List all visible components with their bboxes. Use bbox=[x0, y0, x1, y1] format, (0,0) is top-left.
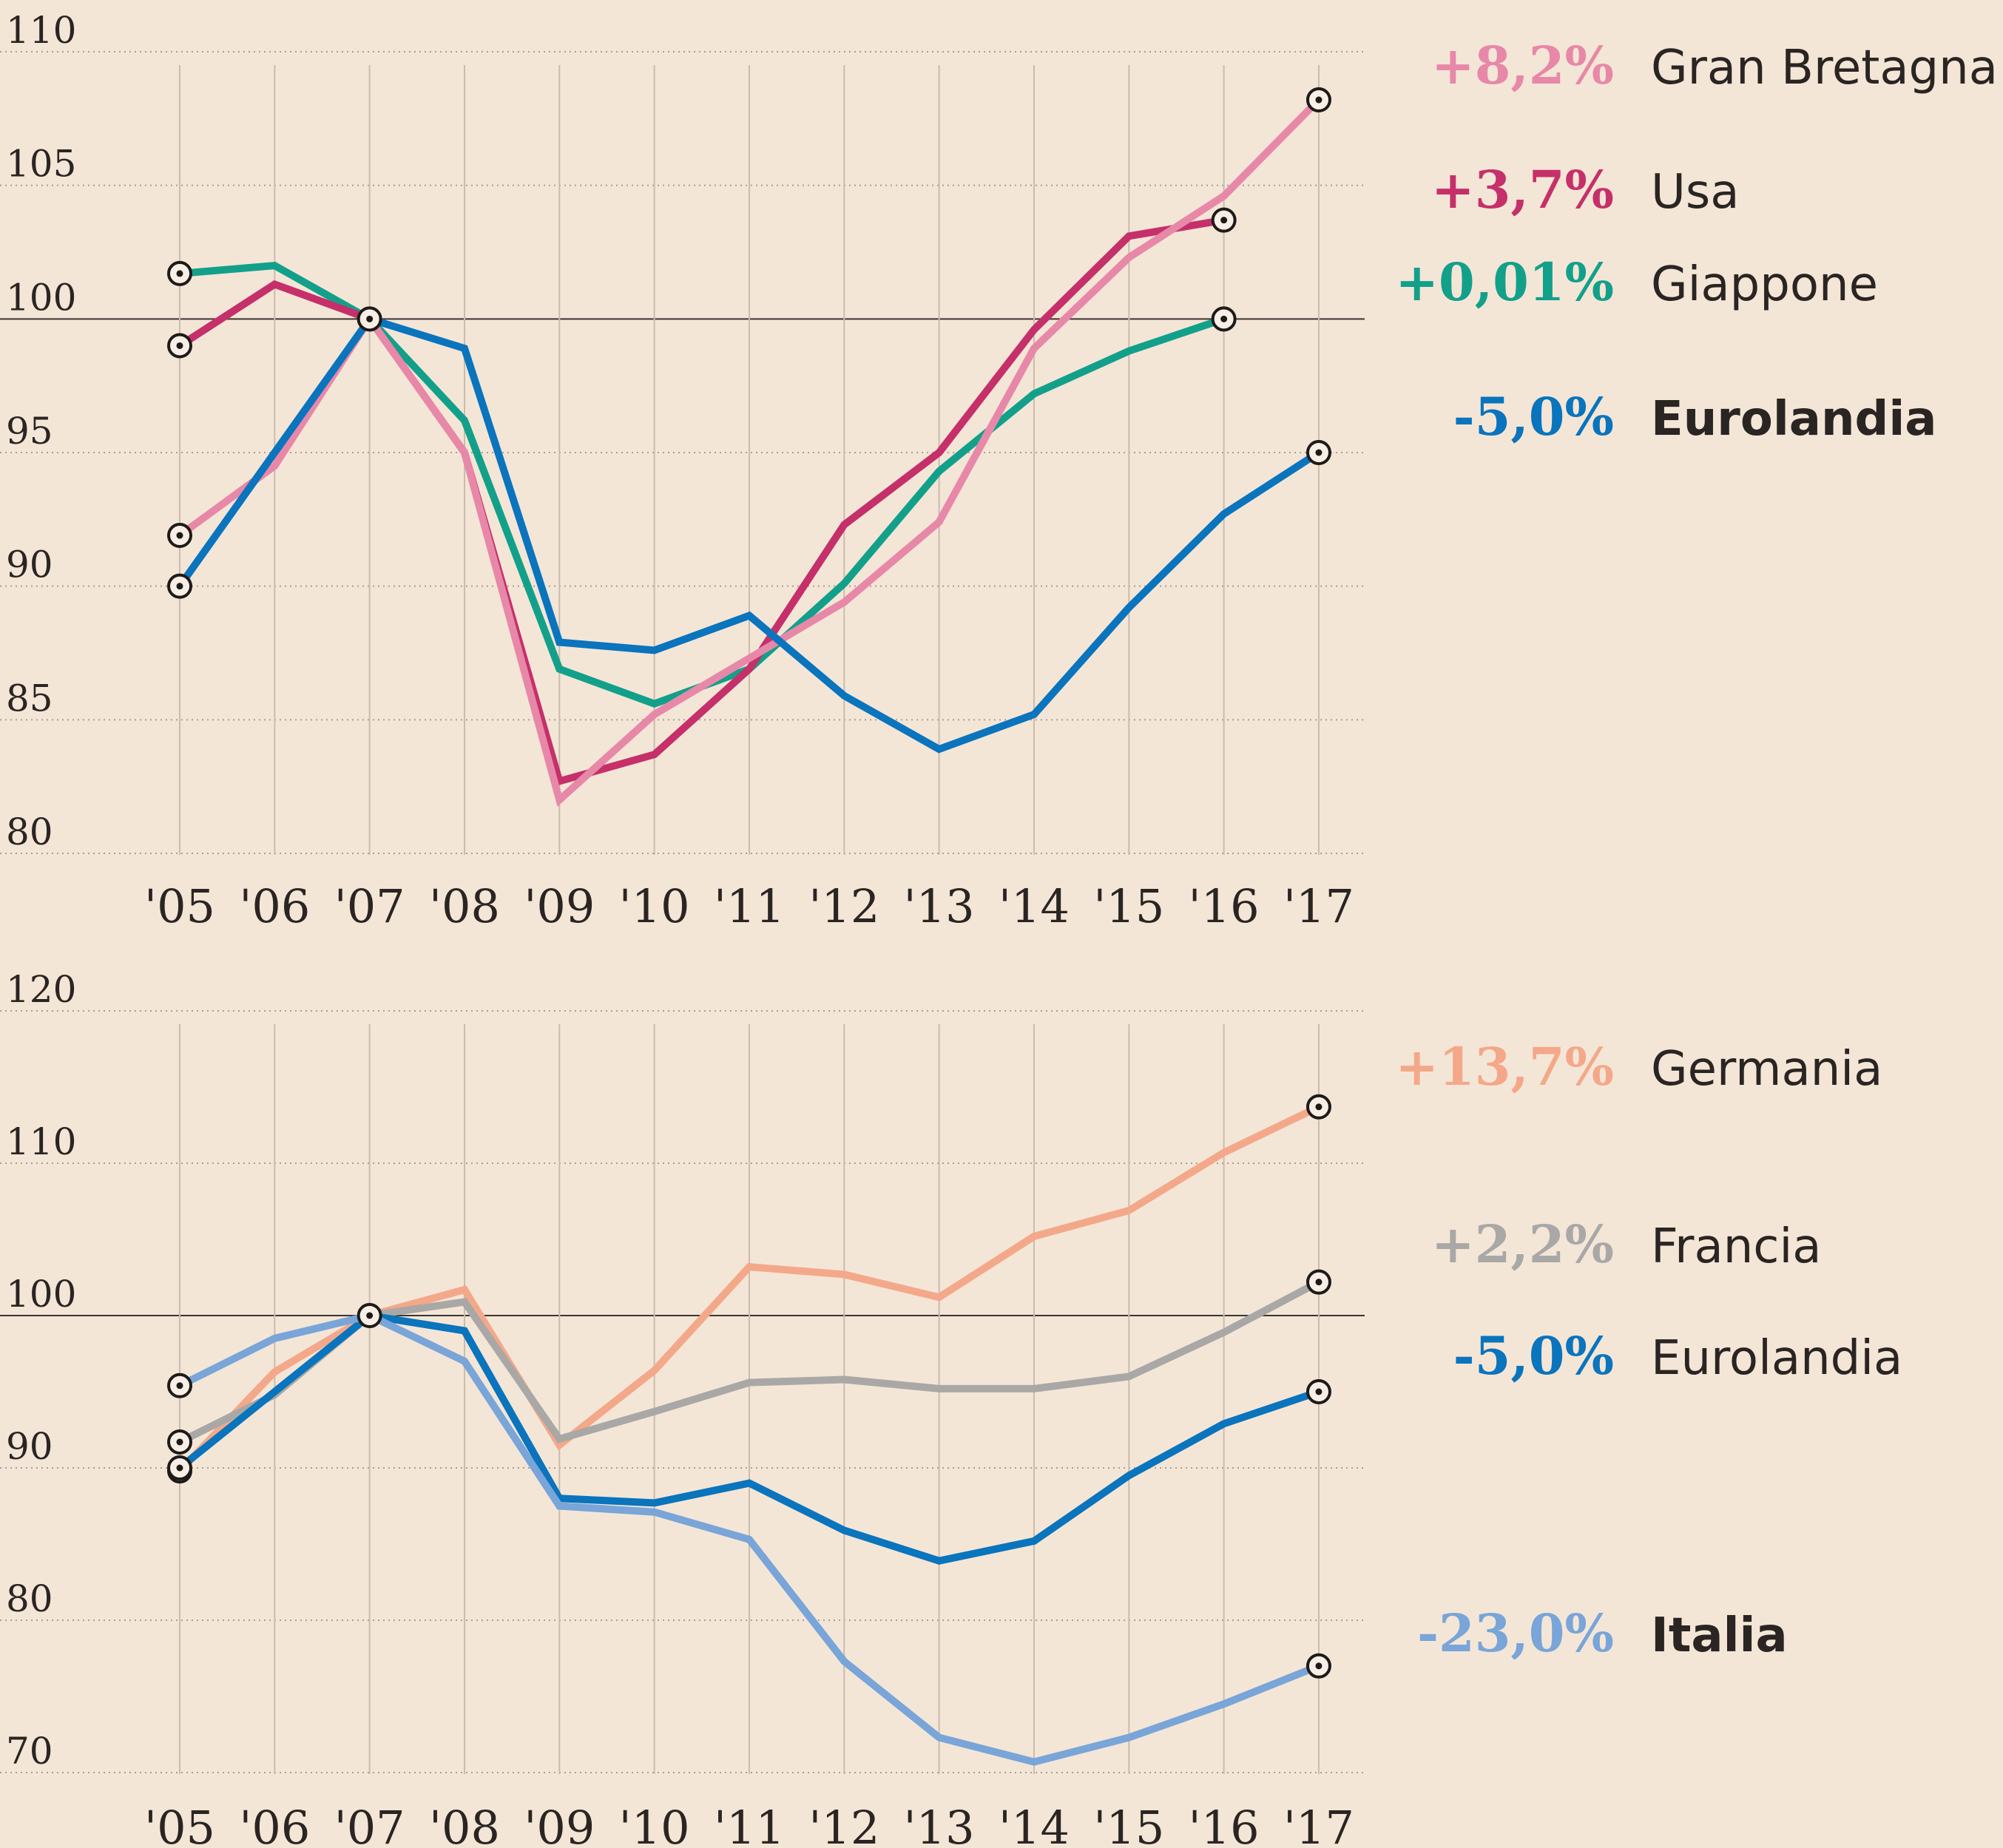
x-tick-label: '07 bbox=[334, 879, 405, 933]
series-name-label: Germania bbox=[1651, 1042, 1882, 1097]
x-tick-label: '13 bbox=[904, 1801, 975, 1848]
endpoint-marker-dot bbox=[176, 270, 183, 277]
x-tick-label: '17 bbox=[1283, 1801, 1354, 1848]
endpoint-marker-dot bbox=[366, 1312, 374, 1319]
series-change-label: -23,0% bbox=[1417, 1602, 1614, 1664]
x-tick-label: '16 bbox=[1189, 879, 1260, 933]
x-tick-label: '06 bbox=[239, 879, 310, 933]
x-tick-label: '08 bbox=[429, 1801, 500, 1848]
x-tick-label: '05 bbox=[144, 1801, 215, 1848]
endpoint-marker-dot bbox=[1315, 1662, 1323, 1670]
endpoint-marker-dot bbox=[1315, 1279, 1323, 1286]
y-tick-label: 120 bbox=[6, 968, 76, 1011]
series-change-label: -5,0% bbox=[1453, 386, 1614, 447]
endpoint-marker-dot bbox=[1315, 449, 1323, 456]
y-tick-label: 90 bbox=[6, 544, 53, 586]
endpoint-marker-dot bbox=[176, 342, 183, 349]
x-tick-label: '11 bbox=[714, 879, 785, 933]
series-line-usa bbox=[178, 216, 1225, 786]
x-tick-label: '06 bbox=[239, 1801, 310, 1848]
series-change-label: +3,7% bbox=[1431, 159, 1614, 220]
endpoint-marker-dot bbox=[1220, 217, 1228, 224]
series-name-label: Eurolandia bbox=[1651, 392, 1936, 447]
series-name-label: Usa bbox=[1651, 165, 1739, 220]
y-tick-label: 110 bbox=[6, 1120, 76, 1163]
endpoint-marker-dot bbox=[176, 1382, 183, 1390]
x-tick-label: '05 bbox=[144, 879, 215, 933]
series-change-label: +13,7% bbox=[1395, 1036, 1614, 1097]
x-tick-label: '09 bbox=[524, 1801, 595, 1848]
series-name-label: Eurolandia bbox=[1651, 1331, 1902, 1386]
chart-bottom: 70 80 90 100 110 120 '05 '06 '07 '08 '09 '10 '11 '12 '… bbox=[0, 968, 1902, 1848]
x-tick-label: '14 bbox=[999, 879, 1070, 933]
x-tick-label: '08 bbox=[429, 879, 500, 933]
series-name-label: Francia bbox=[1651, 1219, 1821, 1274]
endpoint-marker-dot bbox=[176, 1438, 183, 1446]
x-tick-label: '16 bbox=[1189, 1801, 1260, 1848]
x-tick-label: '14 bbox=[999, 1801, 1070, 1848]
x-tick-label: '15 bbox=[1093, 1801, 1164, 1848]
endpoint-marker-dot bbox=[1220, 315, 1228, 322]
series-name-label: Italia bbox=[1651, 1608, 1788, 1663]
x-tick-label: '12 bbox=[808, 1801, 879, 1848]
x-tick-label: '07 bbox=[334, 1801, 405, 1848]
x-tick-label: '09 bbox=[524, 879, 595, 933]
x-tick-label: '11 bbox=[714, 1801, 785, 1848]
x-tick-label: '15 bbox=[1093, 879, 1164, 933]
y-tick-label: 110 bbox=[6, 9, 76, 52]
series-change-label: -5,0% bbox=[1453, 1325, 1614, 1387]
endpoint-marker-dot bbox=[176, 532, 183, 539]
x-tick-label: '13 bbox=[904, 879, 975, 933]
series-name-label: Giappone bbox=[1651, 257, 1878, 312]
x-tick-label: '12 bbox=[808, 879, 879, 933]
y-tick-label: 100 bbox=[6, 1273, 76, 1316]
endpoint-marker-dot bbox=[176, 1464, 183, 1472]
x-tick-label: '17 bbox=[1283, 879, 1354, 933]
endpoint-marker-dot bbox=[1315, 1103, 1323, 1111]
x-tick-label: '10 bbox=[619, 1801, 690, 1848]
y-tick-label: 85 bbox=[6, 677, 53, 720]
series-name-label: Gran Bretagna bbox=[1651, 41, 1998, 95]
series-change-label: +0,01% bbox=[1395, 251, 1614, 313]
endpoint-marker-dot bbox=[1315, 1388, 1323, 1395]
chart-top: 80 85 90 95 100 105 110 '05 '06 '07 '08 '09 '10 '11 '1… bbox=[0, 9, 1998, 933]
y-tick-label: 95 bbox=[6, 410, 53, 453]
y-tick-label: 90 bbox=[6, 1425, 53, 1468]
series-change-label: +2,2% bbox=[1431, 1214, 1614, 1275]
y-tick-label: 80 bbox=[6, 1577, 53, 1620]
y-tick-label: 105 bbox=[6, 143, 76, 186]
x-tick-label: '10 bbox=[619, 879, 690, 933]
y-tick-label: 80 bbox=[6, 810, 53, 853]
endpoint-marker-dot bbox=[1315, 96, 1323, 104]
endpoint-marker-dot bbox=[176, 583, 183, 590]
endpoint-marker-dot bbox=[366, 315, 374, 322]
series-change-label: +8,2% bbox=[1431, 35, 1614, 96]
y-tick-label: 70 bbox=[6, 1730, 53, 1773]
y-tick-label: 100 bbox=[6, 276, 76, 319]
series-line-giappone bbox=[179, 261, 1226, 708]
